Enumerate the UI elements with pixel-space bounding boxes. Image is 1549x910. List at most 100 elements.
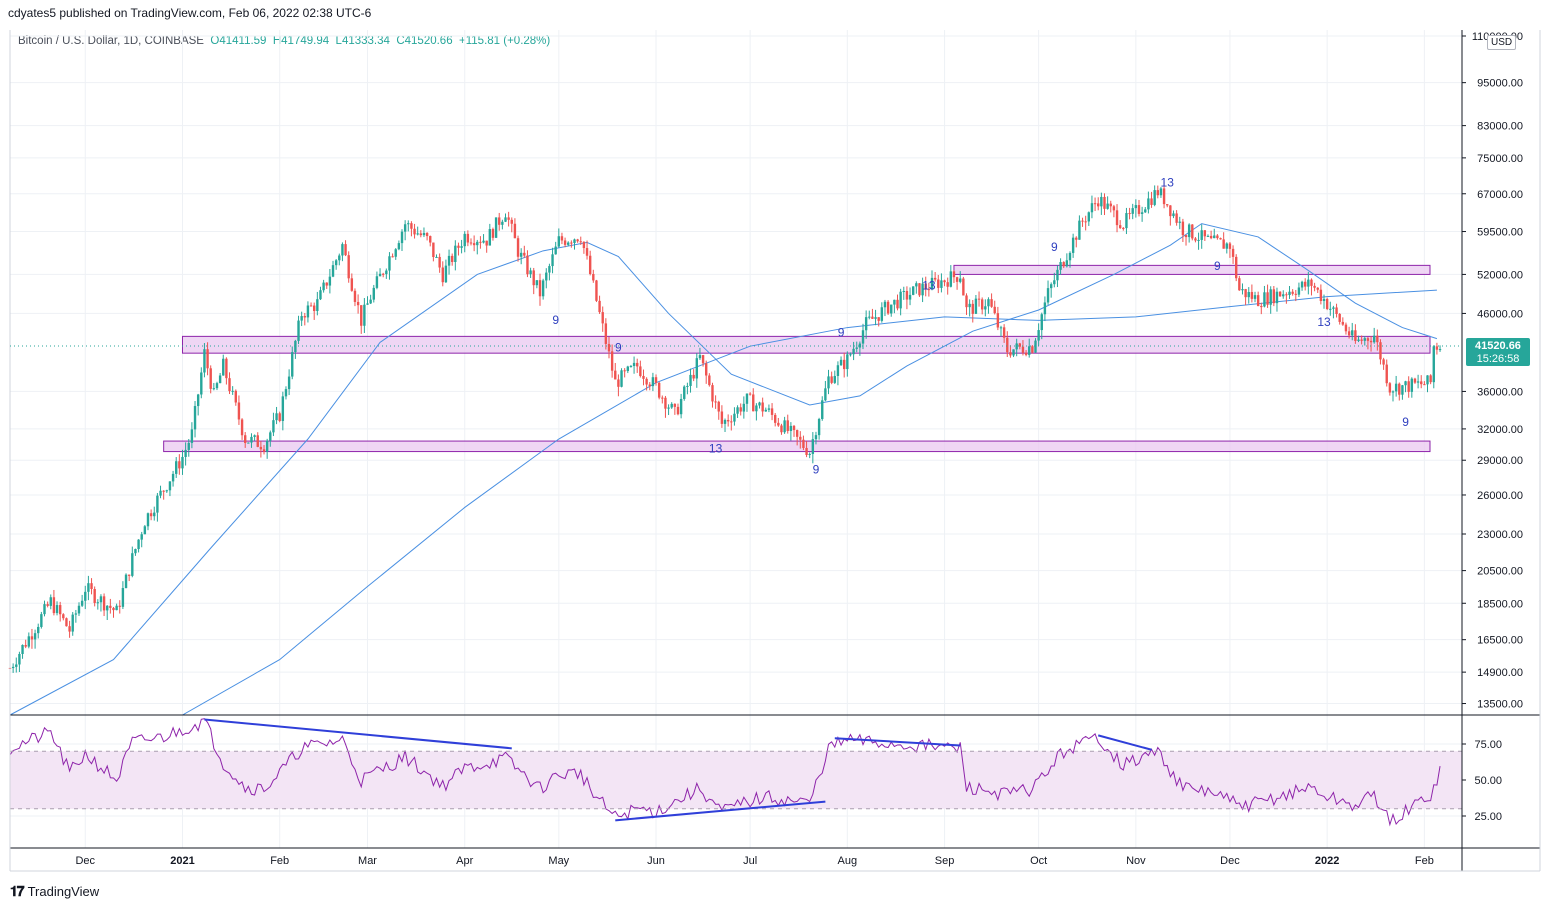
candle-body[interactable] <box>639 366 642 376</box>
candle-body[interactable] <box>281 396 285 421</box>
candle-body[interactable] <box>1388 383 1392 393</box>
candle-body[interactable] <box>780 425 783 433</box>
candle-body[interactable] <box>918 283 921 296</box>
candle-body[interactable] <box>457 245 460 248</box>
candle-body[interactable] <box>864 317 868 331</box>
candle-body[interactable] <box>30 636 34 640</box>
candle-body[interactable] <box>1413 378 1417 383</box>
candle-body[interactable] <box>1059 262 1062 270</box>
candle-body[interactable] <box>604 323 608 344</box>
candle-body[interactable] <box>322 282 325 291</box>
candle-body[interactable] <box>460 246 463 248</box>
candle-body[interactable] <box>930 277 934 290</box>
candle-body[interactable] <box>476 241 479 246</box>
candle-body[interactable] <box>962 278 965 296</box>
candle-body[interactable] <box>1018 343 1022 347</box>
candle-body[interactable] <box>1231 248 1235 257</box>
candle-body[interactable] <box>1191 224 1194 239</box>
candle-body[interactable] <box>140 534 143 540</box>
candle-body[interactable] <box>1002 327 1006 338</box>
candle-body[interactable] <box>300 316 303 321</box>
candle-body[interactable] <box>592 273 595 281</box>
candle-body[interactable] <box>667 407 670 409</box>
candle-body[interactable] <box>1043 302 1047 315</box>
candle-body[interactable] <box>265 440 269 452</box>
candle-body[interactable] <box>883 301 887 308</box>
candle-body[interactable] <box>799 436 802 440</box>
candle-body[interactable] <box>1438 349 1442 351</box>
candle-body[interactable] <box>905 290 909 300</box>
candle-body[interactable] <box>748 393 752 395</box>
symbol-legend[interactable]: Bitcoin / U.S. Dollar, 1D, COINBASE O414… <box>18 35 550 47</box>
candle-body[interactable] <box>764 409 767 412</box>
candle-body[interactable] <box>570 242 573 244</box>
candle-body[interactable] <box>705 363 708 376</box>
candle-body[interactable] <box>165 490 169 492</box>
candle-body[interactable] <box>275 413 278 421</box>
candle-body[interactable] <box>149 513 153 517</box>
candle-body[interactable] <box>927 289 931 291</box>
candle-body[interactable] <box>1344 324 1348 332</box>
candle-body[interactable] <box>435 256 438 258</box>
candle-body[interactable] <box>360 305 363 326</box>
candle-body[interactable] <box>814 435 818 440</box>
candle-body[interactable] <box>1297 287 1301 295</box>
candle-body[interactable] <box>1015 343 1018 350</box>
candle-body[interactable] <box>519 252 523 257</box>
candle-body[interactable] <box>1310 279 1313 286</box>
candle-body[interactable] <box>1194 238 1197 241</box>
candle-body[interactable] <box>309 305 313 307</box>
candle-body[interactable] <box>789 425 793 431</box>
candle-body[interactable] <box>1122 227 1125 229</box>
candle-body[interactable] <box>1090 203 1094 213</box>
candle-body[interactable] <box>1216 235 1219 239</box>
candle-body[interactable] <box>968 303 971 308</box>
candle-body[interactable] <box>1325 298 1329 310</box>
candle-body[interactable] <box>899 291 902 309</box>
candle-body[interactable] <box>965 295 968 308</box>
candle-body[interactable] <box>554 246 557 255</box>
candle-body[interactable] <box>262 449 266 452</box>
candle-body[interactable] <box>949 271 953 287</box>
candle-body[interactable] <box>770 408 774 415</box>
candle-body[interactable] <box>673 403 677 407</box>
candle-body[interactable] <box>1269 289 1272 305</box>
candle-body[interactable] <box>109 605 112 608</box>
candle-body[interactable] <box>626 366 630 372</box>
candle-body[interactable] <box>1329 308 1332 310</box>
candle-body[interactable] <box>1181 221 1185 236</box>
candle-body[interactable] <box>893 299 896 305</box>
candle-body[interactable] <box>84 591 87 601</box>
candle-body[interactable] <box>153 512 156 517</box>
candle-body[interactable] <box>576 239 579 242</box>
candle-body[interactable] <box>18 654 21 665</box>
candle-body[interactable] <box>1228 243 1232 249</box>
candle-body[interactable] <box>1341 321 1345 325</box>
candle-body[interactable] <box>513 223 517 239</box>
candle-body[interactable] <box>588 255 592 274</box>
candle-body[interactable] <box>1338 313 1341 322</box>
candle-body[interactable] <box>777 422 780 426</box>
candle-body[interactable] <box>582 241 586 249</box>
candle-body[interactable] <box>106 605 109 611</box>
candle-body[interactable] <box>1303 281 1307 287</box>
candle-body[interactable] <box>1172 213 1175 217</box>
candle-body[interactable] <box>532 270 535 286</box>
candle-body[interactable] <box>1357 339 1360 341</box>
candle-body[interactable] <box>1213 235 1216 239</box>
candle-body[interactable] <box>228 378 231 392</box>
candle-body[interactable] <box>560 236 564 241</box>
candle-body[interactable] <box>62 614 65 619</box>
candle-body[interactable] <box>200 372 203 395</box>
candle-body[interactable] <box>1049 284 1053 289</box>
candle-body[interactable] <box>821 400 824 420</box>
candle-body[interactable] <box>1282 294 1285 297</box>
candle-body[interactable] <box>601 312 604 324</box>
candle-body[interactable] <box>494 217 498 238</box>
candle-body[interactable] <box>447 255 451 266</box>
candle-body[interactable] <box>654 377 658 383</box>
candle-body[interactable] <box>102 596 106 611</box>
candle-body[interactable] <box>1420 381 1423 385</box>
candle-body[interactable] <box>491 229 495 238</box>
candle-body[interactable] <box>573 239 576 243</box>
